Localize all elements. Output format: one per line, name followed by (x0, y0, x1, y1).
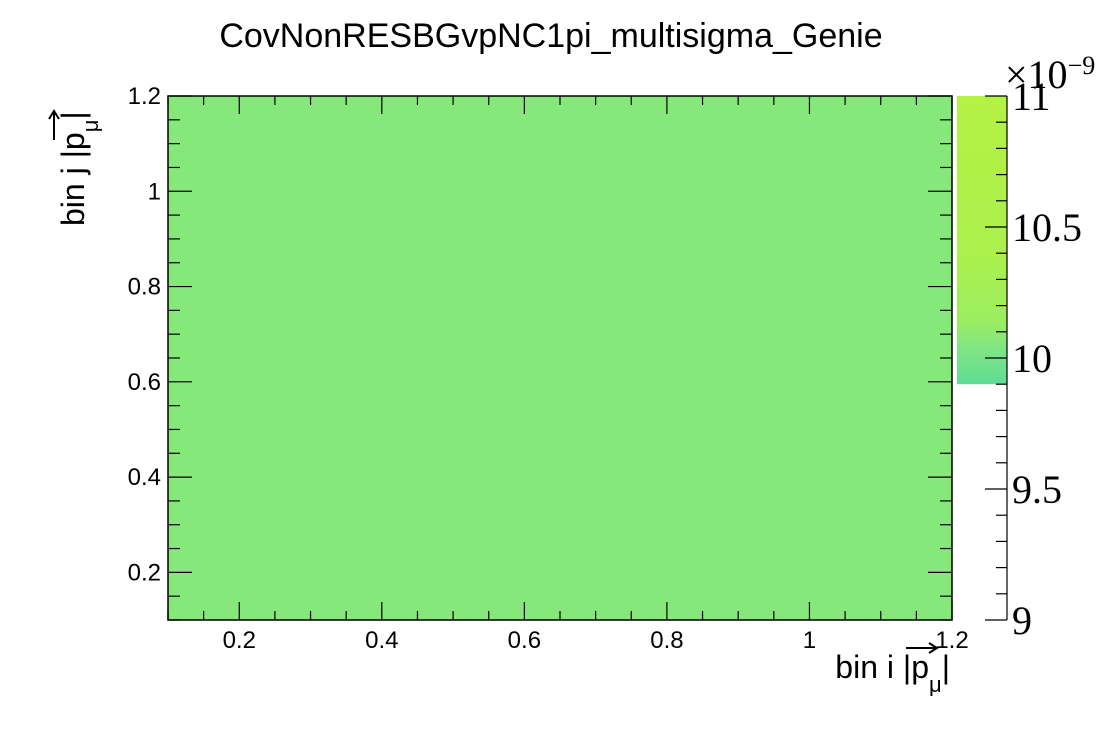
x-tick-label: 1.2 (935, 627, 968, 654)
chart-title: CovNonRESBGvpNC1pi_multisigma_Genie (219, 17, 882, 55)
z-multiplier-base: ×10 (1005, 52, 1068, 97)
plot-area: 0.2 0.4 0.6 0.8 1 1.2 0.2 0.4 0.6 0.8 1 1.2 (128, 83, 969, 654)
x-axis-label-arrow (906, 642, 939, 654)
z-tick-label: 11 (1012, 74, 1051, 119)
x-tick-label: 0.6 (508, 627, 541, 654)
x-axis-label: bin i |pμ| (835, 649, 950, 697)
y-tick-label: 0.2 (128, 559, 161, 586)
y-axis-label-text: bin j | (55, 150, 91, 226)
heatmap-cell (168, 96, 952, 620)
y-axis-label-close: | (55, 111, 91, 119)
z-tick-label: 10.5 (1012, 205, 1082, 250)
x-axis-label-p: p (911, 649, 929, 685)
y-axis-label: bin j |pμ| (55, 111, 103, 226)
z-tick-label: 9 (1012, 598, 1032, 643)
y-tick-label: 1 (148, 178, 161, 205)
y-tick-label: 0.4 (128, 464, 161, 491)
x-axis-label-sub: μ (929, 672, 942, 697)
z-tick-label: 9.5 (1012, 467, 1062, 512)
palette-fill (957, 96, 1007, 385)
color-palette: 9 9.5 10 10.5 11 (957, 74, 1082, 643)
y-axis-label-p: p (55, 132, 91, 150)
y-axis-label-sub: μ (78, 120, 103, 133)
x-axis-label-text: bin i | (835, 649, 911, 685)
x-tick-label: 0.8 (650, 627, 683, 654)
y-axis-label-arrow (48, 109, 60, 140)
y-axis-label-group: bin j |pμ| (48, 109, 103, 226)
x-axis-label-close: | (942, 649, 950, 685)
y-tick-label: 1.2 (128, 83, 161, 110)
x-tick-label: 0.2 (223, 627, 256, 654)
y-tick-label: 0.8 (128, 274, 161, 301)
z-axis-multiplier: ×10−9 (1005, 51, 1095, 97)
x-tick-label: 1 (803, 627, 816, 654)
y-tick-label: 0.6 (128, 369, 161, 396)
z-tick-label: 10 (1012, 336, 1052, 381)
x-tick-label: 0.4 (365, 627, 398, 654)
z-multiplier-exp: −9 (1068, 51, 1096, 80)
